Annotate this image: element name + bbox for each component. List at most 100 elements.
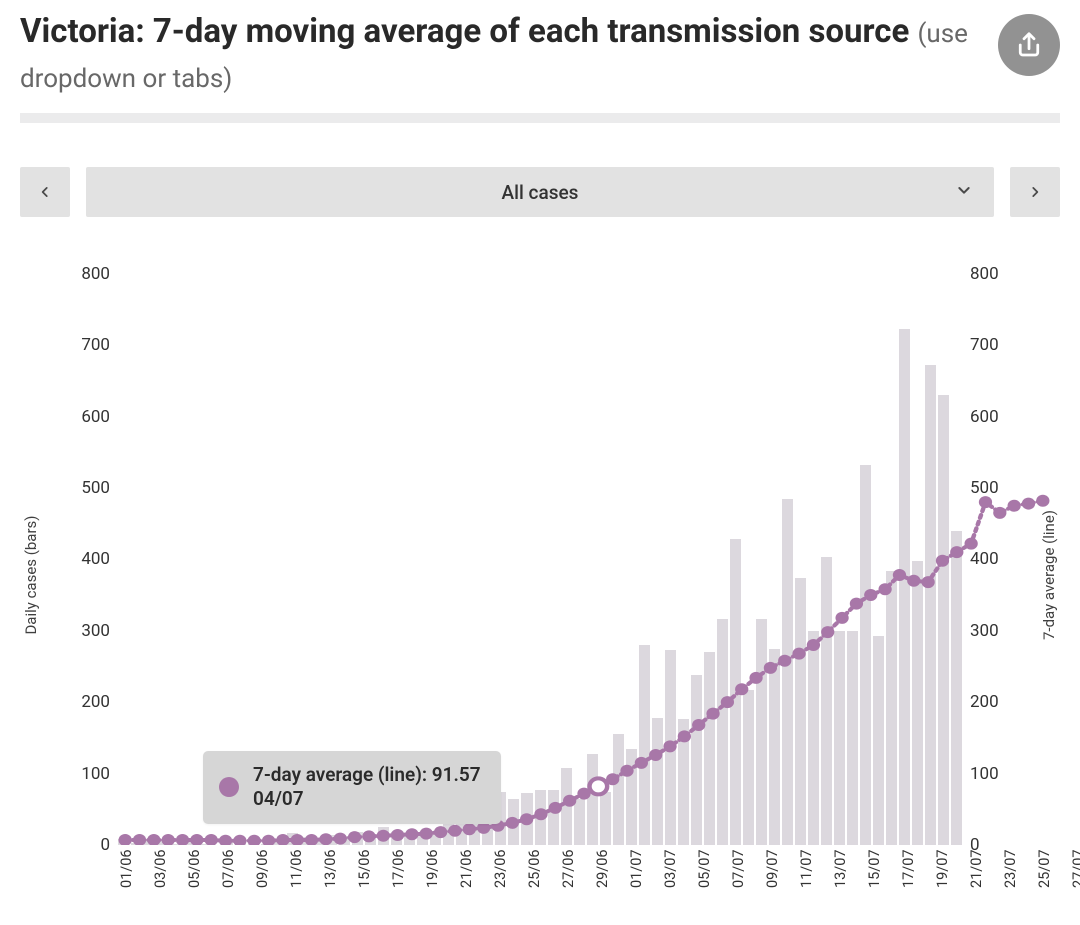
bar[interactable] [561,768,572,845]
line-marker[interactable] [1008,500,1021,512]
bar[interactable] [574,799,585,845]
bar[interactable] [313,839,324,845]
bar[interactable] [743,690,754,845]
bar[interactable] [118,839,129,845]
bar[interactable] [821,557,832,845]
bar[interactable] [417,833,428,845]
plot-region: 7-day average (line): 91.57 04/07 001001… [74,245,1006,845]
bar[interactable] [391,832,402,846]
bar[interactable] [912,561,923,845]
bar[interactable] [899,329,910,845]
y-tick-right: 700 [970,335,1006,355]
bar[interactable] [938,395,949,845]
bar[interactable] [873,636,884,845]
bar[interactable] [951,531,962,845]
y-tick-left: 100 [74,764,110,784]
line-marker[interactable] [965,538,978,550]
y-tick-right: 200 [970,692,1006,712]
line-marker[interactable] [993,507,1006,519]
bar[interactable] [808,631,819,845]
x-tick: 03/06 [152,849,169,905]
bar[interactable] [548,790,559,845]
x-tick: 17/06 [390,849,407,905]
bar[interactable] [508,799,519,845]
tooltip-date: 04/07 [253,787,481,812]
bar[interactable] [730,539,741,845]
bar[interactable] [131,843,142,845]
bar[interactable] [157,841,168,845]
bar[interactable] [925,365,936,845]
x-tick: 21/06 [458,849,475,905]
bar[interactable] [535,790,546,845]
dropdown-label: All cases [502,181,579,204]
title-main: Victoria: 7-day moving average of each t… [20,12,909,51]
x-tick: 01/06 [118,849,135,905]
series-dropdown[interactable]: All cases [86,167,994,217]
bar[interactable] [378,827,389,845]
bar[interactable] [769,649,780,845]
bar[interactable] [339,836,350,845]
x-axis-ticks: 01/0602/0603/0604/0605/0606/0607/0608/06… [118,849,962,905]
bar[interactable] [365,837,376,846]
bar[interactable] [847,631,858,845]
y-tick-right: 800 [970,264,1006,284]
bar[interactable] [443,822,454,846]
bar[interactable] [587,754,598,845]
next-tab-button[interactable] [1010,167,1060,217]
bar[interactable] [521,793,532,845]
bar[interactable] [652,718,663,845]
y-tick-left: 500 [74,478,110,498]
bar[interactable] [886,571,897,845]
x-tick: 09/06 [254,849,271,905]
y-tick-left: 400 [74,549,110,569]
bar[interactable] [404,834,415,845]
tooltip-marker-icon [219,777,239,797]
x-tick: 25/07 [1036,849,1053,905]
bar[interactable] [456,824,467,845]
bar[interactable] [717,619,728,845]
bar[interactable] [834,631,845,845]
bar[interactable] [665,650,676,845]
y-tick-left: 0 [74,835,110,855]
line-marker[interactable] [1022,498,1035,510]
bar[interactable] [183,842,194,845]
bar[interactable] [196,844,207,845]
bar[interactable] [144,839,155,845]
bar[interactable] [261,844,272,845]
bar[interactable] [639,645,650,845]
bar[interactable] [352,832,363,845]
bar[interactable] [782,499,793,845]
bar[interactable] [430,831,441,845]
bar[interactable] [326,835,337,845]
bar[interactable] [222,841,233,845]
bar[interactable] [235,843,246,845]
bar[interactable] [678,719,689,845]
x-tick: 05/07 [696,849,713,905]
bar[interactable] [626,749,637,845]
share-button[interactable] [998,14,1060,76]
bar[interactable] [300,837,311,846]
y-tick-right: 300 [970,621,1006,641]
x-tick: 03/07 [662,849,679,905]
bar[interactable] [795,578,806,845]
tooltip-label: 7-day average (line): 91.57 [253,763,481,788]
bar[interactable] [170,844,181,845]
y-axis-right-label: 7-day average (line) [1040,510,1058,640]
y-tick-right: 500 [970,478,1006,498]
bar[interactable] [274,842,285,845]
bar[interactable] [860,465,871,845]
bar[interactable] [287,833,298,845]
bar[interactable] [248,840,259,845]
tooltip-text: 7-day average (line): 91.57 04/07 [253,763,481,812]
x-tick: 21/07 [968,849,985,905]
x-tick: 05/06 [186,849,203,905]
bar[interactable] [756,619,767,845]
y-tick-left: 800 [74,264,110,284]
bar[interactable] [600,792,611,845]
line-marker[interactable] [1036,495,1049,507]
bar[interactable] [691,675,702,845]
bar[interactable] [704,652,715,845]
line-marker[interactable] [979,496,992,508]
prev-tab-button[interactable] [20,167,70,217]
bar[interactable] [613,734,624,845]
